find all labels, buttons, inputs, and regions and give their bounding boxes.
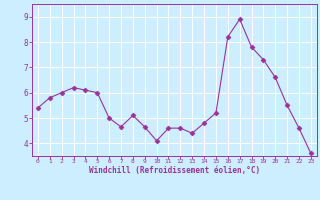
- X-axis label: Windchill (Refroidissement éolien,°C): Windchill (Refroidissement éolien,°C): [89, 166, 260, 175]
